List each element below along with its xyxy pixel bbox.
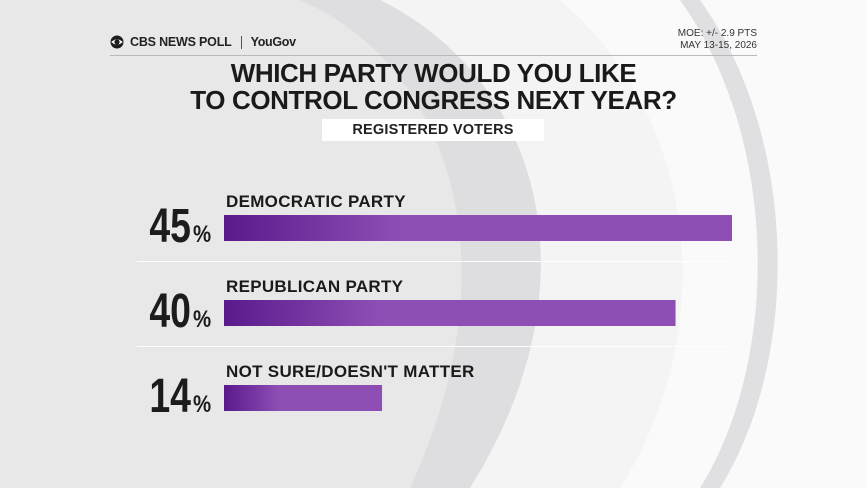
title-line-1: WHICH PARTY WOULD YOU LIKE xyxy=(230,58,637,88)
category-label: NOT SURE/DOESN'T MATTER xyxy=(226,362,475,381)
value-label: 14 xyxy=(149,370,191,424)
brand-bar: CBS NEWS POLL YouGov xyxy=(110,34,296,50)
bar xyxy=(224,300,676,326)
value-label: 45 xyxy=(149,200,191,254)
chart-title: WHICH PARTY WOULD YOU LIKE TO CONTROL CO… xyxy=(0,60,867,114)
partner-logo: YouGov xyxy=(250,35,297,49)
percent-sign: % xyxy=(193,220,211,247)
value-label: 40 xyxy=(149,285,191,339)
brand-label: CBS NEWS POLL xyxy=(130,35,232,49)
header-rule xyxy=(110,55,757,56)
row-divider xyxy=(137,346,732,347)
subtitle-badge: REGISTERED VOTERS xyxy=(322,119,544,141)
bar xyxy=(224,215,732,241)
moe-text: MOE: +/- 2.9 PTS xyxy=(677,28,757,39)
category-label: REPUBLICAN PARTY xyxy=(226,277,404,296)
percent-sign: % xyxy=(193,305,211,332)
poll-dates: MAY 13-15, 2026 xyxy=(680,40,757,51)
brand-divider xyxy=(240,35,242,49)
title-line-2: TO CONTROL CONGRESS NEXT YEAR? xyxy=(190,85,677,115)
bar xyxy=(224,385,383,411)
row-divider xyxy=(137,261,732,262)
percent-sign: % xyxy=(193,390,211,417)
category-label: DEMOCRATIC PARTY xyxy=(226,192,406,211)
poll-meta: MOE: +/- 2.9 PTS MAY 13-15, 2026 xyxy=(678,28,757,52)
cbs-eye-icon xyxy=(110,35,124,49)
